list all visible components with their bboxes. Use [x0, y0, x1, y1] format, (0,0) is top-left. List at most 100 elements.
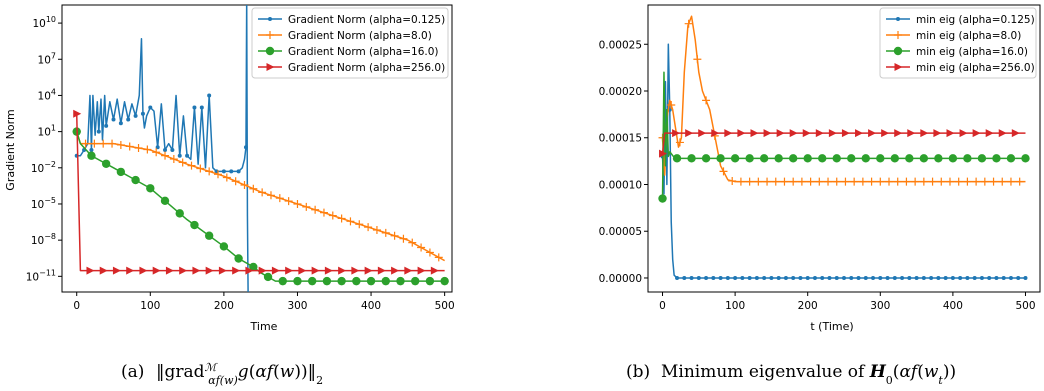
- a-series-0-marker: [133, 113, 138, 118]
- b-series-3-marker: [685, 129, 694, 138]
- b-series-0-marker: [892, 275, 897, 280]
- chart-b-series: [658, 15, 1030, 280]
- b-series-0-marker: [776, 275, 781, 280]
- chart-a-xticks: 0 100 200 300 400 500: [73, 292, 455, 312]
- b-series-1-marker: [771, 177, 780, 186]
- b-series-0-marker: [754, 275, 759, 280]
- b-series-0-marker: [885, 275, 890, 280]
- a-series-1-marker: [399, 234, 408, 243]
- a-series-3-line: [75, 113, 445, 272]
- a-series-3-marker: [324, 266, 333, 275]
- b-series-0-marker: [798, 275, 803, 280]
- a-series-1-marker: [346, 217, 355, 226]
- a-series-0-marker: [221, 169, 226, 174]
- a-series-1-marker: [222, 173, 231, 182]
- a-series-3-marker: [205, 266, 214, 275]
- a-series-3-marker: [192, 266, 201, 275]
- a-series-1-marker: [240, 181, 249, 190]
- a-series-2-marker: [87, 151, 96, 160]
- a-series-0-marker: [185, 153, 190, 158]
- b-legend-label-1: min eig (alpha=8.0): [916, 30, 1021, 42]
- a-legend-label-2: Gradient Norm (alpha=16.0): [288, 46, 439, 58]
- a-legend-label-1: Gradient Norm (alpha=8.0): [288, 30, 432, 42]
- a-series-3-marker: [298, 266, 307, 275]
- b-series-1-marker: [1006, 177, 1015, 186]
- a-legend-label-3: Gradient Norm (alpha=256.0): [288, 62, 445, 74]
- chart-a-xlabel: Time: [250, 320, 278, 333]
- b-xtick-label-3: 300: [870, 300, 890, 312]
- b-series-0-marker: [827, 275, 832, 280]
- a-series-2-marker: [249, 262, 258, 272]
- a-series-0-marker: [243, 145, 248, 150]
- a-series-2-marker: [293, 276, 302, 286]
- b-series-0-marker: [863, 275, 868, 280]
- b-series-3-marker: [946, 129, 955, 138]
- b-xtick-label-5: 500: [1015, 300, 1035, 312]
- a-series-3-marker: [391, 266, 400, 275]
- a-ytick-label-6: 10−8: [31, 232, 56, 247]
- b-legend-marker-3: [894, 63, 903, 71]
- b-xtick-label-1: 100: [725, 300, 745, 312]
- a-series-0-marker: [199, 105, 204, 110]
- a-series-1-marker: [134, 143, 143, 152]
- b-series-1-marker: [754, 177, 763, 186]
- b-series-2-marker: [1006, 154, 1016, 163]
- a-series-3-marker: [245, 266, 254, 275]
- a-series-3-marker: [73, 109, 82, 118]
- chart-b-xticks: 0 100 200 300 400 500: [659, 292, 1036, 312]
- b-series-1-marker: [928, 177, 937, 186]
- a-series-3-marker: [351, 266, 360, 275]
- b-series-3-marker: [737, 129, 746, 138]
- b-series-1-marker: [937, 177, 946, 186]
- b-series-2-marker: [992, 154, 1001, 163]
- b-series-1-marker: [824, 177, 833, 186]
- b-series-0-marker: [1023, 275, 1028, 280]
- b-series-1-marker: [693, 55, 702, 64]
- a-series-3-marker: [232, 266, 241, 275]
- a-series-1-marker: [266, 191, 275, 200]
- chart-b-xlabel: t (Time): [810, 320, 853, 333]
- b-series-0-marker: [842, 275, 846, 280]
- a-series-1-marker: [390, 231, 399, 240]
- a-series-2-marker: [101, 159, 111, 168]
- b-legend-label-3: min eig (alpha=256.0): [916, 62, 1035, 74]
- a-series-2-marker: [440, 276, 449, 286]
- b-series-2-marker: [890, 154, 900, 163]
- a-series-3-marker: [338, 266, 347, 275]
- b-series-0-marker: [704, 275, 709, 280]
- a-series-2-marker: [278, 276, 287, 286]
- a-series-3-marker: [285, 266, 294, 275]
- a-series-1-marker: [90, 139, 99, 148]
- a-series-2-marker: [131, 175, 140, 185]
- a-xtick-label-4: 400: [361, 300, 381, 312]
- a-xtick-label-1: 100: [140, 300, 160, 312]
- a-series-3-marker: [364, 266, 373, 275]
- b-series-0-marker: [856, 275, 861, 280]
- a-series-1-marker: [311, 205, 320, 214]
- b-legend-label-0: min eig (alpha=0.125): [916, 14, 1035, 26]
- b-series-2-marker: [934, 154, 943, 163]
- a-ytick-label-3: 101: [38, 124, 56, 139]
- a-series-1-marker: [116, 140, 125, 149]
- b-series-2-marker: [876, 154, 885, 163]
- b-xtick-label-0: 0: [659, 300, 666, 312]
- b-series-0-marker: [965, 275, 970, 280]
- a-series-2-marker: [219, 242, 229, 251]
- a-series-1-marker: [178, 158, 187, 167]
- b-series-0-marker: [936, 275, 941, 280]
- b-series-2-marker: [759, 154, 769, 163]
- a-series-1-marker: [152, 148, 161, 157]
- a-series-2-marker: [175, 209, 184, 218]
- b-series-0-marker: [943, 275, 948, 280]
- b-series-1-marker: [850, 177, 859, 186]
- b-series-1-marker: [945, 177, 954, 186]
- b-series-0-marker: [950, 275, 955, 280]
- a-legend-marker-0: [268, 17, 272, 21]
- a-xtick-label-5: 500: [435, 300, 455, 312]
- caption-a-math: ‖gradℳ αf(w)g(αf(w))‖2: [156, 361, 323, 387]
- b-series-0-marker: [929, 275, 934, 280]
- b-ytick-label-1: 0.00005: [599, 226, 642, 238]
- a-series-1-marker: [249, 184, 258, 193]
- b-series-2-marker: [832, 154, 841, 163]
- a-ytick-label-1: 107: [38, 51, 56, 66]
